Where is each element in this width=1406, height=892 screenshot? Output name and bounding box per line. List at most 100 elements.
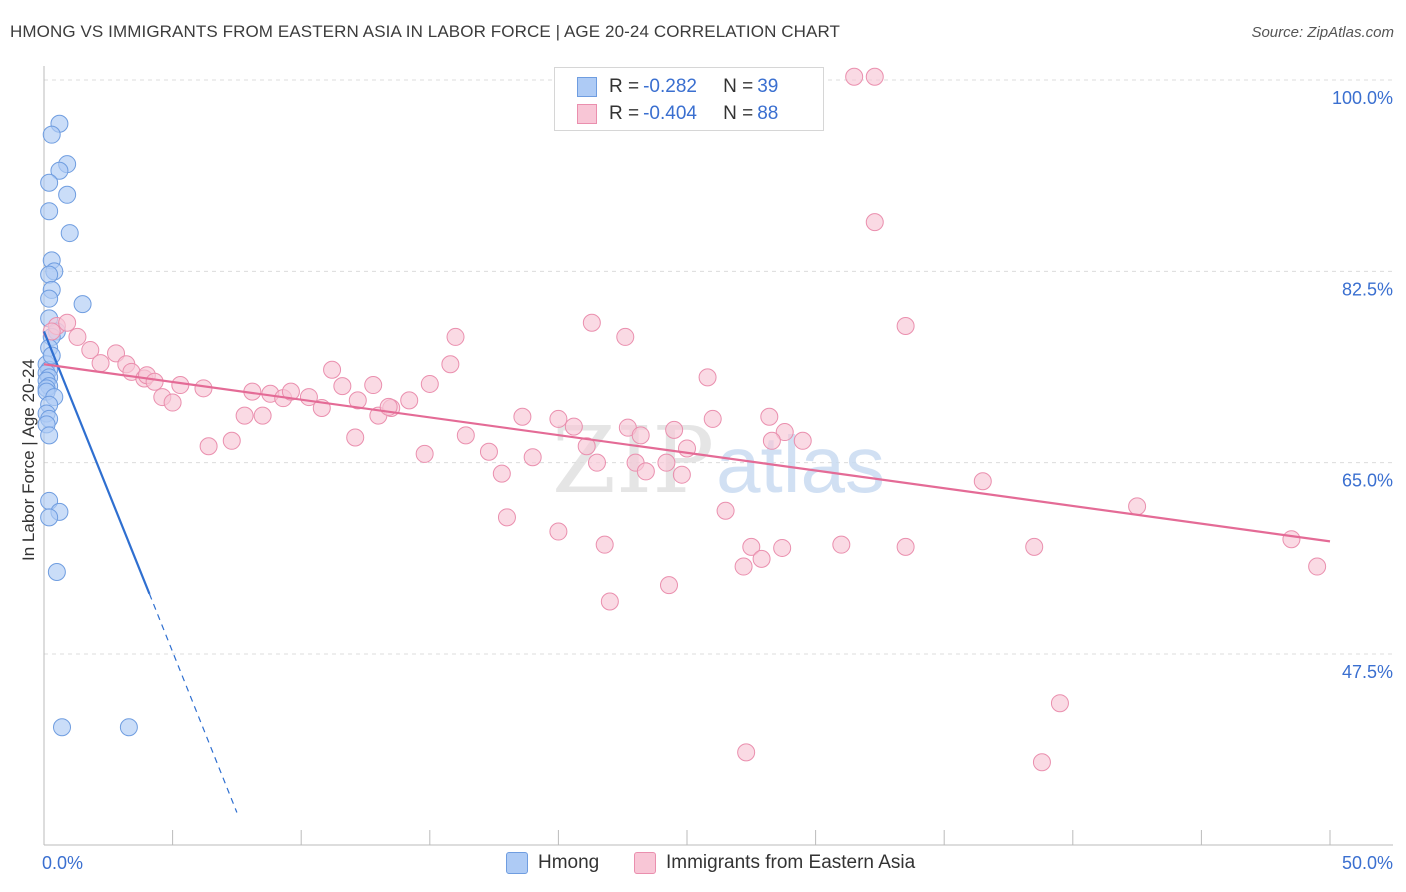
- eastern-asia-point: [441, 355, 460, 374]
- eastern-asia-point: [145, 372, 164, 391]
- legend-swatch-eastern-asia: [577, 104, 597, 124]
- eastern-asia-point: [415, 444, 434, 463]
- series-swatch-hmong: [506, 852, 528, 874]
- axis-labels: 47.5% 65.0% 82.5% 100.0% 0.0% 50.0% In Labor F…: [19, 88, 1393, 873]
- hmong-point: [40, 265, 59, 284]
- eastern-asia-point: [657, 453, 676, 472]
- eastern-asia-point: [58, 313, 77, 332]
- hmong-point: [60, 224, 79, 243]
- eastern-asia-point: [199, 437, 218, 456]
- eastern-asia-point: [235, 406, 254, 425]
- eastern-asia-point: [665, 420, 684, 439]
- axes: [43, 66, 1393, 846]
- hmong-point: [58, 185, 77, 204]
- stats-legend: R = -0.282 N = 39 R = -0.404 N = 88: [554, 67, 824, 131]
- eastern-asia-point: [616, 327, 635, 346]
- eastern-asia-point: [775, 423, 794, 442]
- legend-swatch-hmong: [577, 77, 597, 97]
- eastern-asia-point: [479, 442, 498, 461]
- eastern-asia-point: [582, 313, 601, 332]
- eastern-asia-point: [91, 354, 110, 373]
- eastern-asia-point: [716, 501, 735, 520]
- eastern-asia-point: [600, 592, 619, 611]
- eastern-asia-point: [865, 213, 884, 232]
- eastern-asia-point: [364, 376, 383, 395]
- eastern-asia-point: [1128, 497, 1147, 516]
- y-tick-label: 65.0%: [1342, 471, 1393, 491]
- legend-r-value: -0.282: [643, 76, 697, 97]
- eastern-asia-point: [577, 437, 596, 456]
- eastern-asia-point: [107, 344, 126, 363]
- eastern-asia-point: [737, 743, 756, 762]
- chart-title: HMONG VS IMMIGRANTS FROM EASTERN ASIA IN…: [10, 22, 841, 41]
- legend-n-value: 88: [757, 103, 779, 124]
- series-legend-hmong: Hmong: [506, 852, 599, 874]
- eastern-asia-point: [760, 407, 779, 426]
- eastern-asia-point: [773, 538, 792, 557]
- x-tick-label: 50.0%: [1342, 853, 1393, 873]
- hmong-point: [47, 563, 66, 581]
- eastern-asia-point: [734, 557, 753, 576]
- legend-n-label: N =: [723, 76, 754, 97]
- eastern-asia-point: [1050, 694, 1069, 713]
- data-points: [37, 67, 1327, 772]
- y-tick-label: 82.5%: [1342, 279, 1393, 299]
- hmong-point: [53, 718, 72, 737]
- legend-r-value: -0.404: [643, 103, 697, 124]
- eastern-asia-point: [497, 508, 516, 527]
- eastern-asia-point: [1308, 557, 1327, 576]
- eastern-asia-point: [348, 391, 367, 410]
- eastern-asia-point: [346, 428, 365, 447]
- eastern-asia-point: [333, 377, 352, 396]
- eastern-asia-point: [1282, 530, 1301, 549]
- eastern-asia-point: [253, 406, 272, 425]
- eastern-asia-point: [631, 426, 650, 445]
- eastern-asia-point: [456, 426, 475, 445]
- eastern-asia-point: [446, 327, 465, 346]
- trend-lines: [42, 331, 1331, 813]
- hmong-point: [40, 289, 59, 308]
- eastern-asia-point: [1032, 753, 1051, 772]
- legend-n-label: N =: [723, 103, 754, 124]
- series-label-eastern-asia: Immigrants from Eastern Asia: [666, 852, 916, 873]
- series-legend: Hmong Immigrants from Eastern Asia: [0, 852, 1406, 878]
- hmong-point: [40, 508, 59, 527]
- hmong-point: [42, 125, 61, 144]
- legend-n-value: 39: [757, 76, 779, 97]
- eastern-asia-point: [81, 341, 100, 360]
- hmong-point: [73, 295, 92, 314]
- eastern-asia-point: [587, 453, 606, 472]
- eastern-asia-point: [896, 317, 915, 335]
- grid-lines: [44, 79, 1393, 655]
- eastern-asia-point: [742, 537, 761, 556]
- eastern-asia-point: [698, 368, 717, 387]
- eastern-asia-point: [68, 327, 87, 346]
- eastern-asia-point: [492, 464, 511, 483]
- eastern-asia-point: [171, 376, 190, 395]
- eastern-asia-point: [400, 391, 419, 410]
- eastern-asia-point: [845, 67, 864, 86]
- y-axis-label: In Labor Force | Age 20-24: [19, 359, 38, 561]
- eastern-asia-point: [523, 448, 542, 467]
- eastern-asia-point: [42, 322, 61, 341]
- legend-r-label: R =: [609, 103, 640, 124]
- x-tick-label: 0.0%: [42, 853, 83, 873]
- eastern-asia-point: [595, 535, 614, 554]
- legend-row-hmong: R = -0.282 N = 39: [577, 74, 778, 100]
- eastern-asia-point: [222, 431, 241, 450]
- source-label: Source: ZipAtlas.com: [1251, 24, 1394, 41]
- eastern-asia-point: [281, 382, 300, 401]
- eastern-asia-point: [752, 549, 771, 568]
- eastern-asia-point: [659, 576, 678, 595]
- legend-r-label: R =: [609, 76, 640, 97]
- y-tick-label: 100.0%: [1332, 88, 1393, 108]
- eastern-asia-point: [703, 409, 722, 428]
- eastern-asia-point: [832, 535, 851, 554]
- eastern-asia-point: [672, 465, 691, 484]
- eastern-asia-point: [793, 431, 812, 450]
- hmong-point: [40, 173, 59, 192]
- series-swatch-eastern-asia: [634, 852, 656, 874]
- hmong-trend-extension: [148, 593, 238, 813]
- legend-row-eastern-asia: R = -0.404 N = 88: [577, 101, 778, 127]
